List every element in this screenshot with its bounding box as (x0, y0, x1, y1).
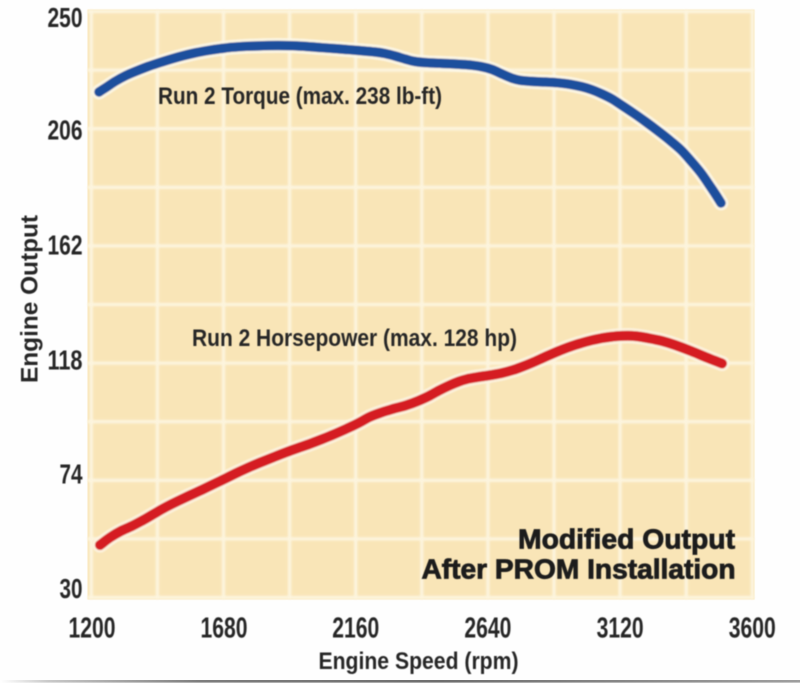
svg-text:162: 162 (48, 230, 83, 261)
svg-text:Engine Output: Engine Output (17, 215, 44, 383)
svg-text:2640: 2640 (464, 613, 511, 645)
svg-text:30: 30 (60, 573, 83, 604)
svg-text:118: 118 (48, 345, 83, 376)
svg-text:74: 74 (60, 459, 83, 490)
svg-text:1680: 1680 (201, 613, 248, 645)
svg-text:3600: 3600 (729, 613, 776, 645)
svg-text:206: 206 (48, 115, 83, 146)
svg-text:Run 2 Torque (max. 238 lb-ft): Run 2 Torque (max. 238 lb-ft) (158, 83, 442, 110)
svg-text:After PROM Installation: After PROM Installation (422, 554, 736, 585)
svg-text:Engine Speed (rpm): Engine Speed (rpm) (319, 648, 519, 675)
svg-text:2160: 2160 (332, 613, 379, 645)
svg-text:250: 250 (48, 2, 83, 33)
svg-text:1200: 1200 (69, 613, 116, 645)
svg-text:3120: 3120 (597, 613, 644, 645)
svg-text:Modified Output: Modified Output (518, 524, 735, 555)
svg-text:Run 2 Horsepower (max. 128 hp): Run 2 Horsepower (max. 128 hp) (192, 325, 517, 352)
